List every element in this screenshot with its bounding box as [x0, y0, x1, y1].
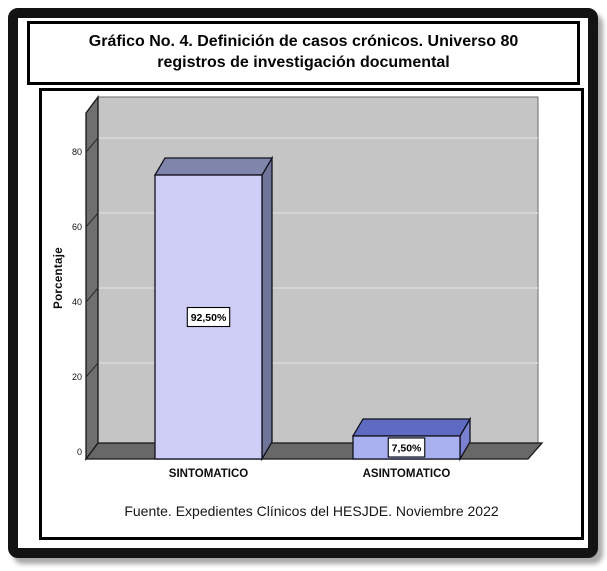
y-tick-label: 0 — [77, 447, 82, 457]
bar-side-sintomatico — [261, 155, 273, 462]
y-tick-label: 40 — [72, 297, 82, 307]
chart-side-wall — [85, 95, 99, 461]
source-note: Fuente. Expedientes Clínicos del HESJDE.… — [124, 503, 499, 519]
y-tick-mark — [85, 362, 99, 378]
chart-title: Gráfico No. 4. Definición de casos cróni… — [88, 33, 519, 71]
outer-frame: Gráfico No. 4. Definición de casos cróni… — [8, 8, 598, 558]
bar-value-box — [387, 437, 426, 458]
y-axis-title: Porcentaje — [53, 247, 65, 309]
bar-value-label: 7,50% — [392, 442, 422, 454]
bar-chart-plot: 0 20 40 60 80 92,50% SINTOMATICO 7,50% ASINTOMAT… — [72, 95, 544, 480]
y-tick-mark — [85, 137, 99, 153]
category-label: SINTOMATICO — [169, 468, 248, 480]
y-tick-mark — [85, 212, 99, 228]
y-tick-mark — [85, 287, 99, 303]
chart-title-box: Gráfico No. 4. Definición de casos cróni… — [27, 21, 580, 85]
bar-top-sintomatico — [153, 157, 274, 176]
y-tick-label: 60 — [72, 222, 82, 232]
bar-value-label: 92,50% — [191, 312, 227, 324]
bar-value-box — [186, 306, 231, 328]
bar-top-asintomatico — [351, 418, 472, 437]
chart-area: 0 20 40 60 80 92,50% SINTOMATICO 7,50% ASINTOMAT… — [39, 88, 584, 540]
y-tick-label: 80 — [72, 147, 82, 157]
y-tick-label: 20 — [72, 372, 82, 382]
category-label: ASINTOMATICO — [363, 468, 451, 480]
